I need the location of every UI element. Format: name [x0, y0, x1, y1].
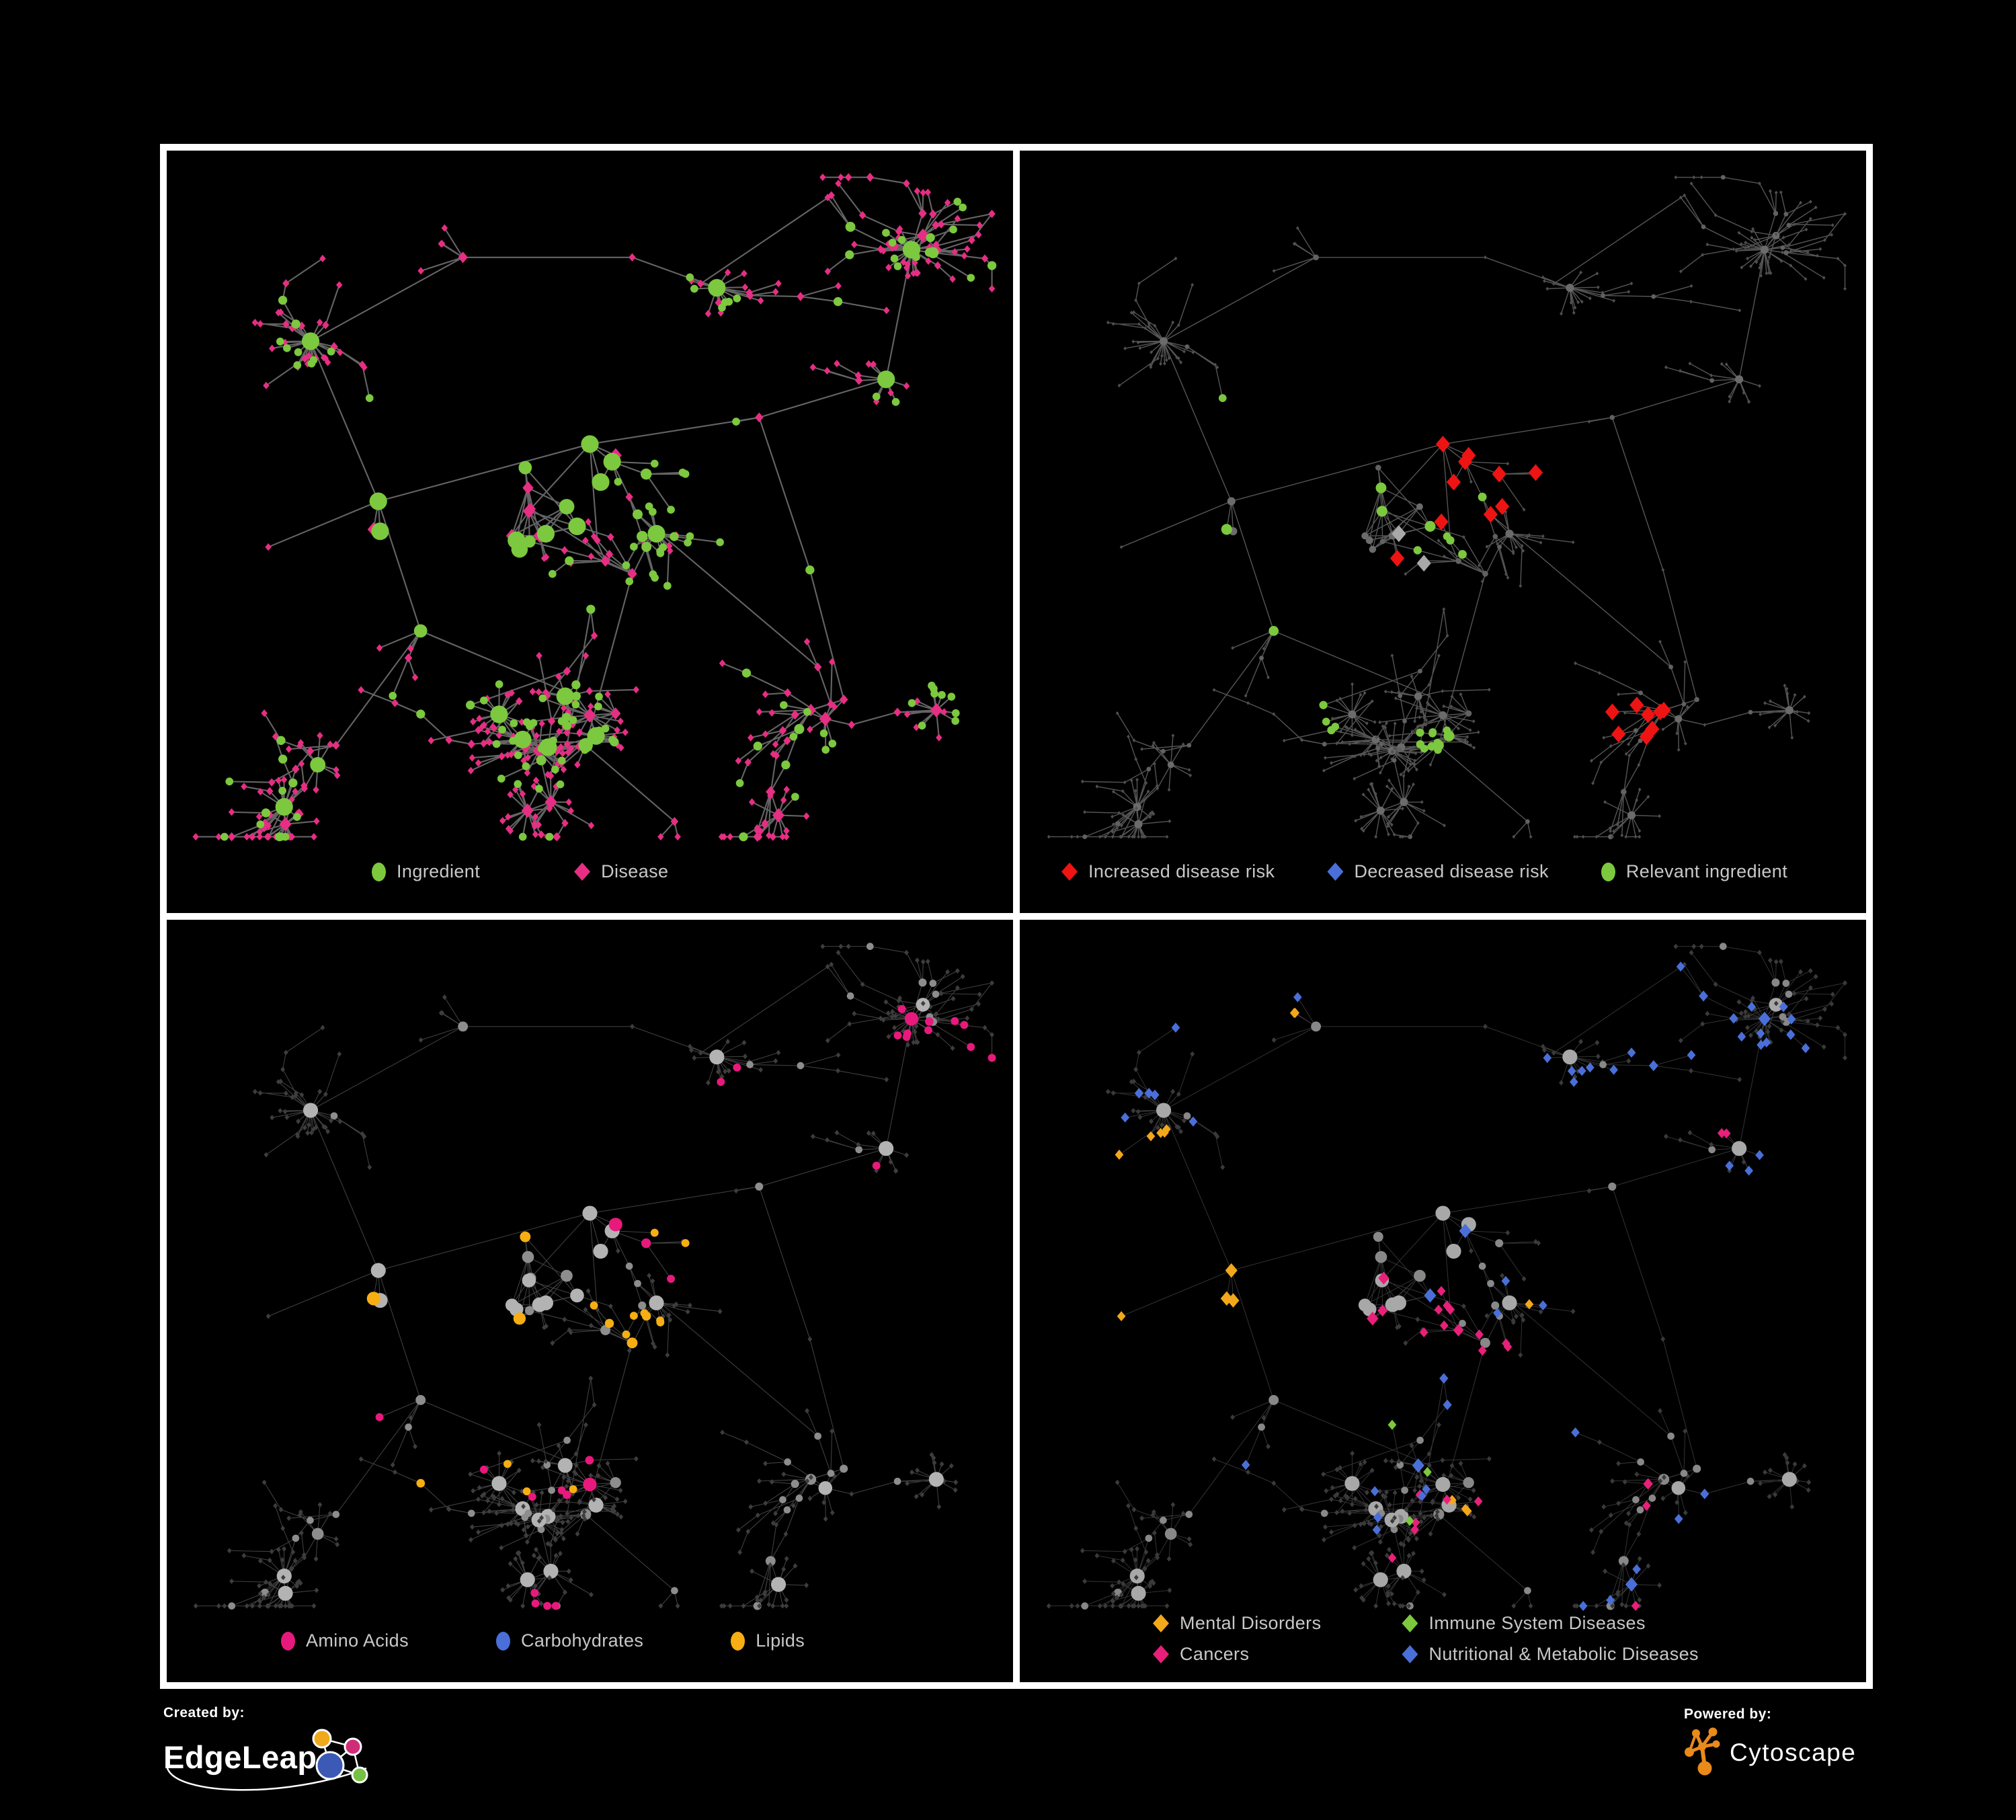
legend-item: Nutritional & Metabolic Diseases	[1402, 1644, 1699, 1665]
cytoscape-wordmark: Cytoscape	[1730, 1739, 1857, 1766]
edgeleap-wordmark: EdgeLeap	[163, 1739, 317, 1775]
edgeleap-node-green	[351, 1766, 368, 1784]
legend-disease-risk: Increased disease risk Decreased disease …	[1061, 861, 1787, 882]
ellipse-swatch-icon	[281, 1631, 295, 1651]
legend-label: Nutritional & Metabolic Diseases	[1428, 1644, 1699, 1664]
edgeleap-logo: EdgeLeap	[163, 1727, 446, 1801]
created-by-label: Created by:	[163, 1705, 245, 1720]
legend-item: Decreased disease risk	[1327, 861, 1548, 882]
edgeleap-node-blue	[315, 1751, 345, 1780]
diamond-swatch-icon	[1153, 1614, 1169, 1632]
edgeleap-node-pink	[344, 1737, 362, 1756]
legend-label: Ingredient	[397, 861, 481, 881]
diamond-swatch-icon	[1402, 1645, 1418, 1663]
edgeleap-graph-icon	[166, 1729, 368, 1791]
legend-item: Lipids	[731, 1630, 805, 1651]
panel-disease-classes: Mental Disorders Immune System Diseases Ca…	[1020, 920, 1866, 1682]
legend-label: Amino Acids	[306, 1630, 409, 1651]
legend-label: Carbohydrates	[520, 1630, 644, 1651]
network-graph-ingredient-disease	[192, 172, 997, 842]
legend-ingredient-disease: Ingredient Disease	[372, 861, 668, 882]
diamond-swatch-icon	[1402, 1614, 1418, 1632]
network-graph-macronutrients	[193, 943, 996, 1610]
legend-item: Ingredient	[372, 861, 480, 882]
ellipse-swatch-icon	[731, 1631, 745, 1651]
diamond-swatch-icon	[1153, 1645, 1169, 1663]
legend-item: Amino Acids	[281, 1630, 409, 1651]
legend-item: Immune System Diseases	[1402, 1613, 1698, 1634]
legend-item: Mental Disorders	[1153, 1613, 1321, 1634]
created-by-block: Created by: EdgeLeap	[163, 1705, 446, 1801]
legend-item: Cancers	[1153, 1644, 1321, 1665]
cytoscape-icon	[1685, 1727, 1720, 1776]
diamond-swatch-icon	[1327, 863, 1344, 881]
legend-label: Increased disease risk	[1088, 861, 1275, 881]
ellipse-swatch-icon	[1601, 862, 1615, 881]
network-graph-disease-risk	[1047, 175, 1847, 840]
legend-label: Immune System Diseases	[1428, 1613, 1646, 1633]
legend-label: Mental Disorders	[1180, 1613, 1322, 1633]
diamond-swatch-icon	[1061, 863, 1078, 881]
legend-label: Disease	[601, 861, 669, 881]
diamond-swatch-icon	[574, 863, 591, 881]
legend-disease-classes: Mental Disorders Immune System Diseases Ca…	[1153, 1613, 1699, 1665]
panel-disease-risk: Increased disease risk Decreased disease …	[1020, 151, 1866, 913]
ellipse-swatch-icon	[495, 1631, 510, 1651]
legend-item: Disease	[574, 861, 668, 882]
legend-label: Cancers	[1180, 1644, 1250, 1664]
legend-label: Relevant ingredient	[1625, 861, 1788, 881]
cytoscape-glyph	[1685, 1727, 1720, 1776]
powered-by-label: Powered by:	[1684, 1706, 1772, 1722]
panel-grid: Ingredient Disease Increased disease risk…	[160, 144, 1873, 1689]
edgeleap-glyph	[312, 1729, 368, 1784]
powered-by-block: Powered by: Cytoscape	[1684, 1706, 1856, 1779]
ellipse-swatch-icon	[372, 862, 386, 881]
edgeleap-node-orange	[312, 1729, 332, 1749]
legend-item: Relevant ingredient	[1601, 861, 1787, 882]
legend-item: Carbohydrates	[495, 1630, 644, 1651]
legend-item: Increased disease risk	[1061, 861, 1275, 882]
legend-macronutrients: Amino Acids Carbohydrates Lipids	[281, 1630, 805, 1651]
network-graph-disease-classes	[1046, 943, 1847, 1612]
panel-macronutrients: Amino Acids Carbohydrates Lipids	[167, 920, 1013, 1682]
panel-ingredient-disease: Ingredient Disease	[167, 151, 1013, 913]
legend-label: Lipids	[756, 1630, 805, 1651]
legend-label: Decreased disease risk	[1354, 861, 1549, 881]
